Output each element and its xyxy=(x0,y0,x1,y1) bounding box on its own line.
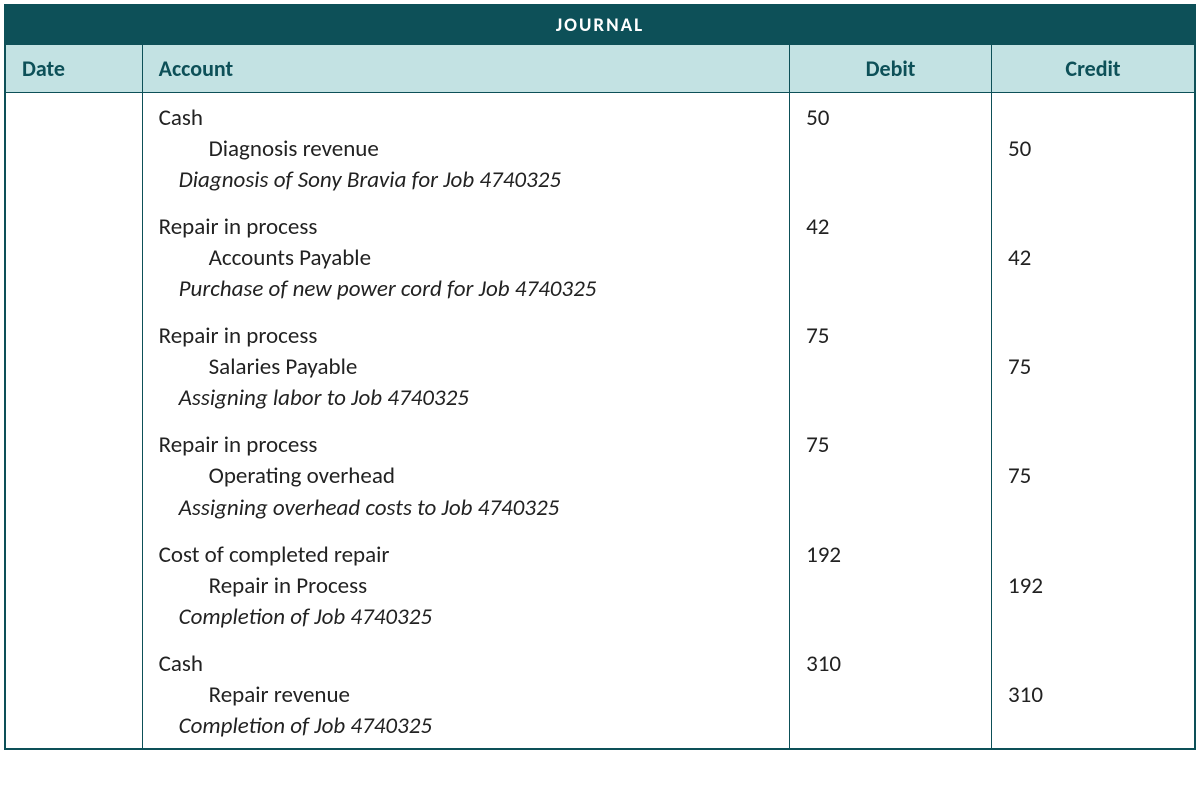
journal-table: JOURNAL Date Account Debit Credit CashDi… xyxy=(4,4,1196,750)
entry-debit-account: Repair in process xyxy=(159,212,773,243)
entry-description: Diagnosis of Sony Bravia for Job 4740325 xyxy=(159,165,773,196)
debit-column-body: 50 42 75 75 192 310 xyxy=(790,93,992,748)
entry-debit-account: Cash xyxy=(159,103,773,134)
col-header-date: Date xyxy=(6,45,143,93)
entry-description: Completion of Job 4740325 xyxy=(159,711,773,742)
date-column-body xyxy=(6,93,143,748)
journal-title: JOURNAL xyxy=(6,6,1194,45)
entry-credit-account: Repair in Process xyxy=(159,571,773,602)
entry-debit-account: Repair in process xyxy=(159,430,773,461)
entry-debit-amount: 75 xyxy=(806,321,975,352)
entry-debit-amount: 42 xyxy=(806,212,975,243)
entry-credit-amount: 310 xyxy=(1008,680,1178,711)
journal-body: CashDiagnosis revenueDiagnosis of Sony B… xyxy=(6,93,1194,748)
journal-header-row: Date Account Debit Credit xyxy=(6,45,1194,93)
credit-column-body: 50 42 75 75 192 310 xyxy=(992,93,1194,748)
entry-description: Assigning labor to Job 4740325 xyxy=(159,383,773,414)
entry-credit-amount: 75 xyxy=(1008,352,1178,383)
col-header-debit: Debit xyxy=(790,45,992,93)
entry-credit-amount: 50 xyxy=(1008,134,1178,165)
entry-credit-account: Accounts Payable xyxy=(159,243,773,274)
entry-debit-account: Cost of completed repair xyxy=(159,540,773,571)
col-header-account: Account xyxy=(143,45,790,93)
entry-debit-amount: 75 xyxy=(806,430,975,461)
entry-debit-amount: 192 xyxy=(806,540,975,571)
entry-description: Assigning overhead costs to Job 4740325 xyxy=(159,493,773,524)
entry-credit-account: Repair revenue xyxy=(159,680,773,711)
entry-debit-amount: 50 xyxy=(806,103,975,134)
entry-debit-amount: 310 xyxy=(806,649,975,680)
entry-credit-amount: 192 xyxy=(1008,571,1178,602)
entry-credit-amount: 42 xyxy=(1008,243,1178,274)
entry-debit-account: Cash xyxy=(159,649,773,680)
entry-credit-account: Salaries Payable xyxy=(159,352,773,383)
entry-credit-account: Operating overhead xyxy=(159,461,773,492)
entry-credit-account: Diagnosis revenue xyxy=(159,134,773,165)
entry-credit-amount: 75 xyxy=(1008,461,1178,492)
col-header-credit: Credit xyxy=(992,45,1194,93)
account-column-body: CashDiagnosis revenueDiagnosis of Sony B… xyxy=(143,93,790,748)
entry-description: Purchase of new power cord for Job 47403… xyxy=(159,274,773,305)
entry-debit-account: Repair in process xyxy=(159,321,773,352)
entry-description: Completion of Job 4740325 xyxy=(159,602,773,633)
